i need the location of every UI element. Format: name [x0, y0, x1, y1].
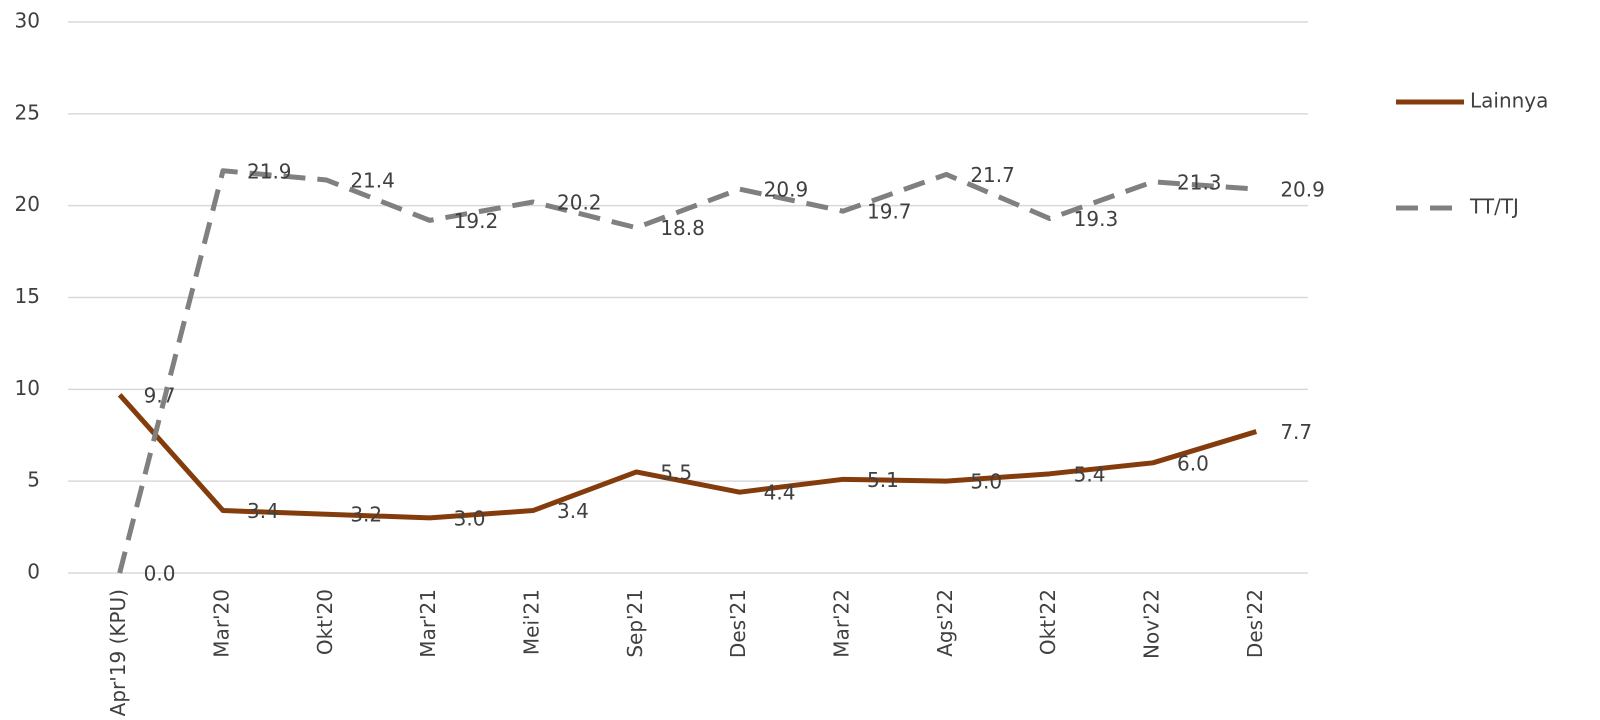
- data-label: 4.4: [764, 481, 796, 505]
- data-label: 5.0: [970, 470, 1002, 494]
- y-tick-label: 10: [15, 376, 40, 400]
- legend-label: Lainnya: [1470, 89, 1548, 113]
- legend-label: TT/TJ: [1469, 195, 1519, 219]
- x-tick-label: Ags'22: [933, 589, 957, 657]
- data-label: 18.8: [660, 216, 705, 240]
- data-label: 7.7: [1280, 420, 1312, 444]
- x-tick-label: 20 Apr'19 (KPU): [106, 589, 130, 716]
- x-tick-label: Mar'22: [830, 589, 854, 658]
- y-tick-label: 15: [15, 284, 40, 308]
- x-tick-label: Okt'22: [1036, 589, 1060, 655]
- data-label: 5.4: [1074, 462, 1106, 486]
- series-line: [117, 168, 1257, 574]
- data-label: 3.0: [454, 506, 486, 530]
- data-label: 21.3: [1177, 170, 1222, 194]
- data-label: 0.0: [144, 562, 176, 586]
- data-label: 3.4: [247, 499, 279, 523]
- x-tick-label: Nov'22: [1140, 589, 1164, 659]
- x-tick-label: Okt'20: [313, 589, 337, 655]
- data-label: 20.9: [764, 178, 809, 202]
- x-tick-label: Des'21: [726, 589, 750, 658]
- data-label: 3.4: [557, 499, 589, 523]
- x-tick-label: Mar'21: [416, 589, 440, 658]
- y-tick-label: 20: [15, 192, 40, 216]
- y-tick-label: 30: [15, 9, 40, 33]
- data-label: 19.7: [867, 200, 912, 224]
- data-label: 9.7: [144, 383, 176, 407]
- data-label: 20.9: [1280, 178, 1325, 202]
- data-label: 5.1: [867, 468, 899, 492]
- data-label: 3.2: [350, 503, 382, 527]
- data-label: 21.4: [350, 168, 395, 192]
- data-label: 21.9: [247, 159, 292, 183]
- series-line: [117, 393, 1258, 521]
- x-tick-label: Mei'21: [520, 589, 544, 655]
- data-label: 5.5: [660, 460, 692, 484]
- x-tick-label: Sep'21: [623, 589, 647, 658]
- data-label: 6.0: [1177, 451, 1209, 475]
- data-label: 20.2: [557, 190, 602, 214]
- x-tick-label: Mar'20: [210, 589, 234, 658]
- data-label: 19.3: [1074, 207, 1119, 231]
- y-tick-label: 5: [27, 468, 40, 492]
- data-label: 19.2: [454, 209, 499, 233]
- y-tick-label: 0: [27, 560, 40, 584]
- data-label: 21.7: [970, 163, 1015, 187]
- x-tick-label: Des'22: [1243, 589, 1267, 658]
- y-tick-label: 25: [15, 100, 40, 124]
